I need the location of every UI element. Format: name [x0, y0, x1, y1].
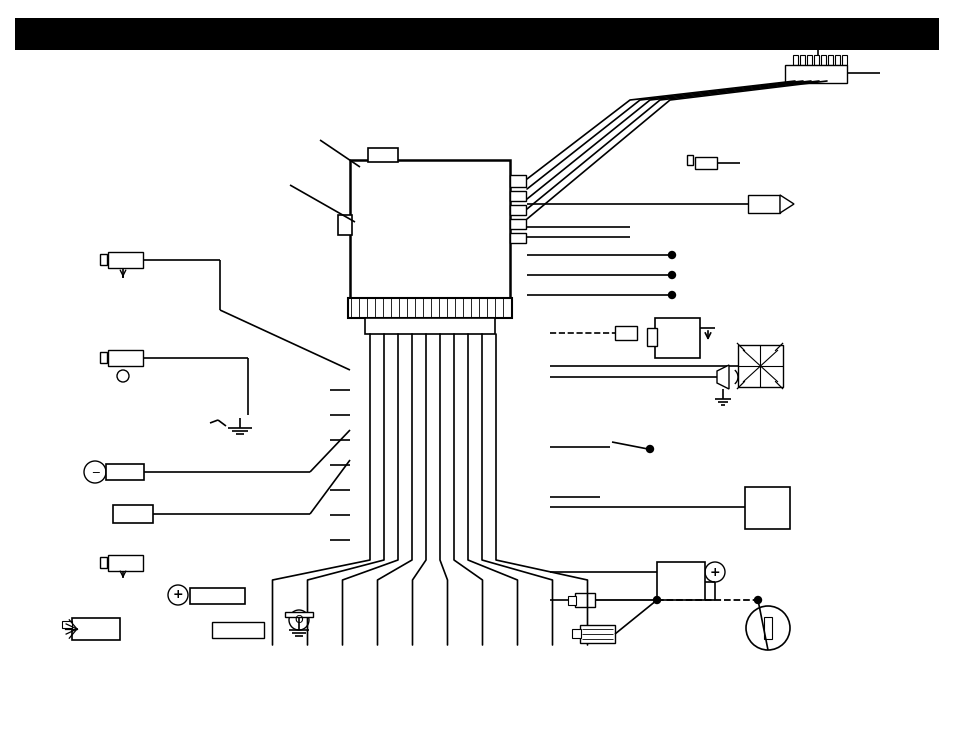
- Bar: [686, 155, 692, 165]
- Bar: [348, 298, 512, 318]
- Bar: [763, 617, 771, 639]
- Bar: [738, 345, 782, 387]
- Bar: [834, 55, 840, 65]
- Bar: [100, 254, 107, 265]
- Circle shape: [668, 252, 675, 258]
- Bar: [567, 596, 576, 605]
- Bar: [15, 18, 938, 50]
- Text: ─: ─: [91, 467, 98, 477]
- Circle shape: [704, 562, 724, 582]
- Bar: [813, 55, 818, 65]
- Bar: [747, 195, 780, 213]
- Bar: [510, 175, 525, 187]
- Bar: [108, 252, 143, 268]
- Bar: [190, 588, 245, 604]
- Bar: [112, 505, 152, 523]
- Bar: [841, 55, 846, 65]
- Text: +: +: [709, 565, 720, 579]
- Text: +: +: [172, 588, 183, 601]
- Bar: [572, 629, 580, 638]
- Bar: [784, 65, 846, 83]
- Circle shape: [653, 596, 659, 604]
- Bar: [655, 318, 700, 358]
- Bar: [285, 612, 313, 617]
- Bar: [695, 157, 717, 169]
- Bar: [350, 160, 510, 300]
- Circle shape: [668, 292, 675, 298]
- Bar: [744, 487, 789, 529]
- Bar: [575, 593, 595, 607]
- Polygon shape: [780, 195, 793, 213]
- Bar: [579, 625, 615, 643]
- Bar: [100, 352, 107, 363]
- Circle shape: [668, 272, 675, 278]
- Circle shape: [646, 446, 653, 452]
- Bar: [615, 326, 637, 340]
- Bar: [365, 318, 495, 334]
- Bar: [212, 622, 264, 638]
- Circle shape: [754, 596, 760, 604]
- Circle shape: [745, 606, 789, 650]
- Bar: [827, 55, 832, 65]
- Bar: [71, 618, 120, 640]
- Circle shape: [117, 370, 129, 382]
- Circle shape: [84, 461, 106, 483]
- Bar: [368, 148, 397, 162]
- Bar: [510, 205, 525, 215]
- Bar: [108, 555, 143, 571]
- Bar: [337, 215, 352, 235]
- Circle shape: [289, 610, 309, 630]
- Bar: [806, 55, 811, 65]
- Bar: [510, 191, 525, 201]
- Bar: [792, 55, 797, 65]
- Bar: [657, 562, 704, 600]
- Bar: [62, 621, 71, 628]
- Circle shape: [168, 585, 188, 605]
- Bar: [646, 328, 657, 346]
- Bar: [510, 233, 525, 243]
- Text: O: O: [294, 615, 303, 625]
- Bar: [108, 350, 143, 366]
- Polygon shape: [717, 365, 728, 389]
- Bar: [106, 464, 144, 480]
- Bar: [821, 55, 825, 65]
- Bar: [800, 55, 804, 65]
- Bar: [100, 557, 107, 568]
- Bar: [510, 219, 525, 229]
